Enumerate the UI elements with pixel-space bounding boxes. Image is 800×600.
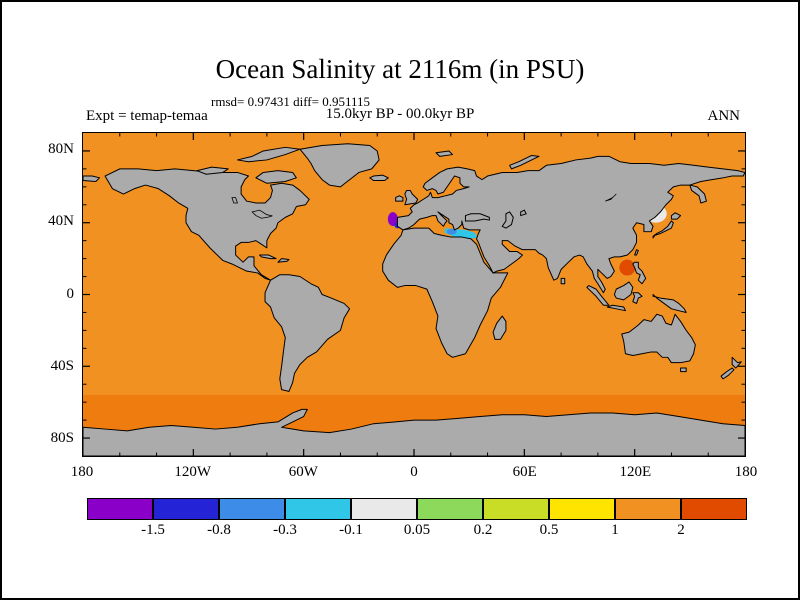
colorbar-tick-label: 0.5	[539, 522, 559, 538]
land-baffin-island	[255, 170, 297, 184]
x-axis-tick-label: 60W	[288, 464, 318, 480]
land-svalbard	[435, 150, 454, 157]
colorbar-segment	[350, 499, 416, 519]
land-new-zealand-south	[720, 367, 735, 380]
colorbar-tick-label: -1.5	[141, 522, 165, 538]
land-tasmania	[680, 367, 687, 373]
x-axis-tick-label: 0	[410, 464, 418, 480]
land-philippines	[632, 261, 647, 285]
land-sri-lanka	[560, 277, 566, 285]
season-label: ANN	[707, 108, 741, 124]
south-china-sea-high	[619, 259, 636, 276]
inland-caspian-sea	[501, 211, 514, 229]
land-south-america	[264, 274, 351, 392]
colorbar-tick-label: 2	[677, 522, 685, 538]
y-axis-tick-label: 0	[66, 285, 75, 302]
colorbar-tick-label: -0.1	[339, 522, 363, 538]
inland-black-sea	[464, 213, 490, 222]
map-canvas	[83, 133, 745, 456]
y-axis-tick-label: 80N	[48, 141, 74, 158]
x-axis-tick-label: 180	[734, 464, 758, 480]
land-japan-hokkaido	[670, 212, 682, 220]
colorbar-tick-label: 1	[611, 522, 619, 538]
land-africa	[382, 227, 509, 358]
colorbar-segment	[416, 499, 482, 519]
land-australia	[621, 313, 696, 364]
colorbar-segment	[218, 499, 284, 519]
lake-lake-baikal	[605, 193, 617, 202]
axis-ticks	[83, 133, 745, 456]
y-axis-tick-label: 40N	[48, 213, 74, 230]
land-borneo	[613, 281, 634, 301]
x-axis-tick-label: 180	[70, 464, 94, 480]
y-axis-tick-label: 80S	[50, 429, 74, 446]
iberia-margin-low	[387, 212, 398, 227]
colorbar-segment	[680, 499, 746, 519]
land-north-america	[104, 168, 310, 281]
colorbar-segment	[482, 499, 548, 519]
page-title: Ocean Salinity at 2116m (in PSU)	[215, 54, 585, 84]
land-greenland	[299, 143, 380, 188]
x-axis-tick-label: 60E	[512, 464, 537, 480]
colorbar-tick-label: -0.8	[207, 522, 231, 538]
y-axis-tick-label: 40S	[50, 357, 74, 374]
land-antarctica	[83, 408, 745, 456]
land-taiwan	[634, 249, 639, 256]
colorbar-segment	[88, 499, 152, 519]
land-iceland	[369, 174, 389, 182]
land-hispaniola	[277, 258, 290, 263]
colorbar-segment	[548, 499, 614, 519]
land-cuba	[259, 254, 277, 260]
colorbar-segment	[284, 499, 350, 519]
colorbar-segment	[614, 499, 680, 519]
land-ellesmere-island	[236, 146, 301, 163]
land-new-zealand-north	[731, 356, 742, 369]
colorbar	[87, 498, 747, 520]
land-madagascar	[492, 315, 507, 340]
colorbar-segment	[152, 499, 218, 519]
lake-great-lakes	[251, 209, 273, 219]
colorbar-tick-label: 0.2	[473, 522, 493, 538]
colorbar-tick-label: -0.3	[273, 522, 297, 538]
stats-line: rmsd= 0.97431 diff= 0.951115	[211, 94, 370, 109]
land-sumatra	[586, 285, 610, 306]
land-eurasia	[396, 155, 745, 294]
land-new-guinea	[652, 294, 687, 313]
land-victoria-island	[196, 166, 229, 175]
period-label: 15.0kyr BP - 00.0kyr BP	[325, 106, 475, 122]
x-axis-tick-label: 120E	[619, 464, 652, 480]
x-axis-tick-label: 120W	[174, 464, 211, 480]
colorbar-labels: -1.5 -0.8 -0.3 -0.1 0.05 0.2 0.5 1 2	[87, 522, 747, 540]
lake-lake-winnipeg	[231, 197, 238, 204]
land-great-britain	[404, 189, 419, 206]
land-chukotka-wrap	[83, 175, 101, 182]
landmasses	[83, 143, 745, 456]
experiment-label: Expt = temap-temaa	[86, 108, 208, 124]
land-novaya-zemlya	[509, 154, 540, 170]
land-ireland	[395, 195, 404, 202]
colorbar-tick-label: 0.05	[403, 522, 431, 538]
world-map	[82, 132, 746, 457]
land-japan-honshu	[652, 220, 674, 239]
land-java	[606, 304, 626, 312]
land-sulawesi	[632, 292, 643, 304]
inland-aral-sea	[520, 209, 527, 217]
